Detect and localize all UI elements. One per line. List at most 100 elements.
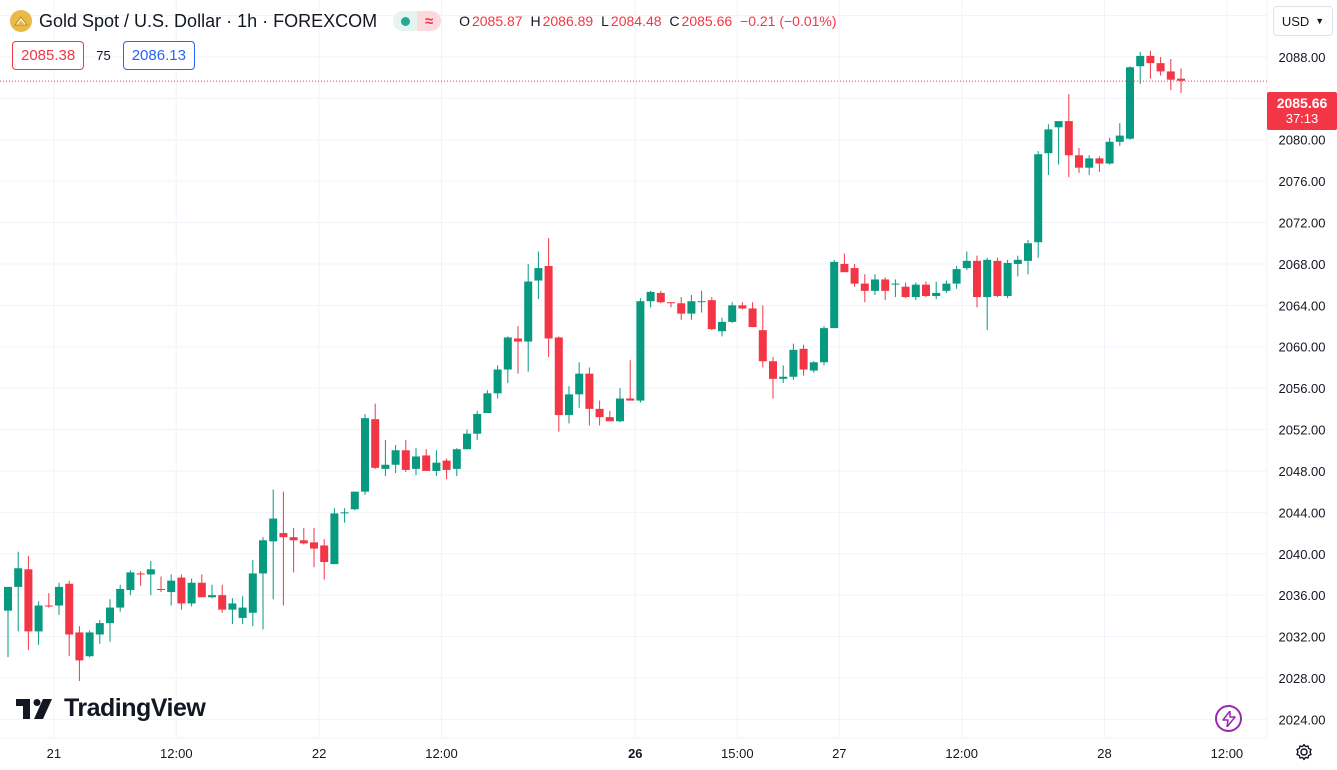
candle-body [1156, 63, 1165, 72]
candle-body [44, 605, 53, 607]
candle-body [391, 450, 400, 465]
time-axis[interactable]: 21 12:00 22 12:00 26 15:00 27 12:00 28 12:00 [47, 746, 1244, 761]
candle-body [952, 269, 961, 284]
candle-body [14, 568, 23, 587]
candle [1095, 156, 1104, 172]
candle [1115, 123, 1124, 146]
candle-body [667, 302, 675, 304]
candle [177, 574, 186, 610]
price-tick-label: 2028.00 [1279, 671, 1326, 686]
candle [167, 574, 176, 606]
candle [891, 279, 900, 298]
candle [718, 317, 726, 337]
candle-body [728, 305, 737, 322]
candle [871, 274, 879, 295]
price-tick-label: 2068.00 [1279, 257, 1326, 272]
candle [524, 263, 533, 372]
symbol-title[interactable]: Gold Spot / U.S. Dollar · 1h · FOREXCOM [39, 10, 378, 31]
candle [1054, 121, 1063, 165]
candle [1064, 94, 1073, 177]
candle-body [1166, 71, 1175, 80]
candle [962, 251, 971, 271]
buy-button[interactable]: 2086.13 [122, 41, 195, 70]
time-tick-label: 12:00 [160, 746, 193, 761]
spread-value: 75 [96, 48, 111, 63]
candle [677, 297, 686, 320]
candle-body [177, 577, 186, 604]
currency-label: USD [1281, 13, 1310, 29]
candle-body [758, 330, 767, 362]
candle-body [554, 337, 563, 416]
price-tick-label: 2044.00 [1279, 505, 1326, 520]
market-open-icon [393, 11, 418, 31]
candle-body [1085, 158, 1094, 168]
candle-body [769, 361, 777, 379]
gear-icon[interactable] [1294, 742, 1314, 762]
candle-body [95, 623, 104, 635]
candle-body [320, 545, 329, 563]
candle-body [218, 595, 227, 610]
candle [820, 326, 828, 366]
candle [534, 251, 543, 300]
candle-body [789, 349, 798, 377]
candle-body [687, 301, 696, 314]
candle-body [585, 373, 594, 409]
candle [279, 491, 288, 606]
candle [595, 400, 604, 426]
candle-body [544, 266, 553, 339]
candle [463, 429, 471, 450]
candle-body [85, 632, 94, 657]
sell-button[interactable]: 2085.38 [12, 41, 85, 70]
candle [667, 302, 675, 308]
candle-body [1054, 121, 1063, 128]
currency-selector[interactable]: USD ▼ [1273, 6, 1333, 36]
candle-body [75, 632, 84, 661]
candle-body [922, 284, 930, 297]
tradingview-logo[interactable]: TradingView [16, 694, 206, 723]
candle-body [738, 305, 747, 309]
time-tick-label: 22 [312, 746, 326, 761]
candle [911, 282, 920, 301]
candle [14, 551, 23, 632]
candle-body [503, 337, 512, 370]
candle [320, 539, 329, 580]
market-status[interactable]: ≈ [393, 11, 442, 31]
candle-body [983, 259, 992, 298]
time-tick-label: 27 [832, 746, 846, 761]
candle [809, 361, 818, 373]
candle-body [1146, 55, 1155, 64]
candle [259, 537, 267, 630]
lightning-icon[interactable] [1215, 705, 1242, 732]
candle [136, 571, 145, 586]
candle [483, 390, 492, 413]
candle-body [748, 308, 757, 328]
candle-body [850, 268, 859, 284]
candle-body [1095, 158, 1104, 164]
time-tick-label: 12:00 [1211, 746, 1244, 761]
candles [4, 50, 1185, 682]
chevron-down-icon: ▼ [1315, 16, 1325, 26]
candle-body [1075, 155, 1083, 168]
trade-panel: 2085.38 75 2086.13 [12, 41, 195, 70]
candle [983, 257, 992, 331]
candle [116, 584, 125, 612]
candle [381, 439, 390, 477]
candle-body [412, 456, 420, 469]
time-tick-label: 28 [1097, 746, 1111, 761]
candle [1075, 148, 1083, 173]
candle [748, 302, 757, 328]
chart-grid [0, 0, 1267, 738]
candle-body [116, 588, 125, 608]
price-tick-label: 2040.00 [1279, 547, 1326, 562]
candle-body [65, 583, 74, 635]
candle-body [779, 376, 788, 379]
candle-body [1013, 259, 1022, 264]
candle [973, 255, 981, 308]
candle [44, 593, 53, 608]
candle [299, 527, 308, 545]
candle-body [830, 261, 839, 329]
candle-body [493, 369, 502, 394]
candle-body [1034, 154, 1043, 243]
candle-body [891, 283, 900, 285]
